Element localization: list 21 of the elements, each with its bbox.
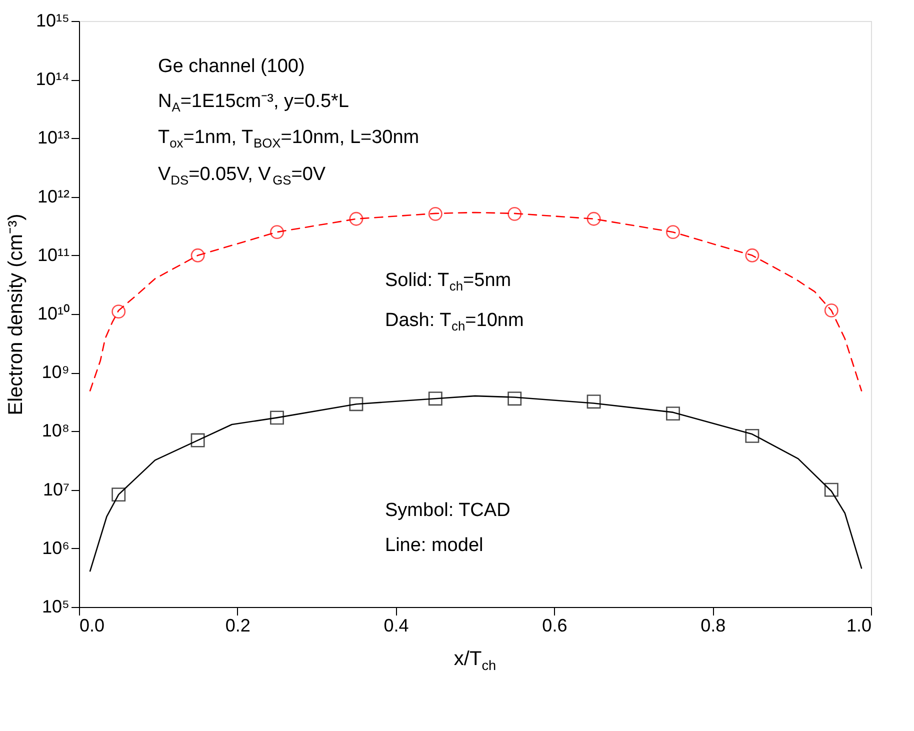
y-axis-title: Electron density (cm⁻³) [4, 214, 27, 416]
y-tick-label: 10¹⁰ [37, 304, 70, 324]
annotation: Symbol: TCAD [385, 500, 510, 521]
y-tick-label: 10¹² [37, 186, 70, 206]
annotation: Ge channel (100) [158, 56, 305, 77]
y-tick-label: 10⁶ [42, 538, 70, 558]
y-tick-label: 10⁵ [42, 596, 70, 616]
annotation: Line: model [385, 535, 484, 556]
y-tick-label: 10¹³ [37, 128, 70, 148]
y-tick-label: 10⁸ [42, 420, 70, 441]
x-tick-label: 0.8 [700, 616, 726, 636]
x-tick-label: 0.6 [542, 616, 568, 636]
y-tick-label: 10⁷ [42, 479, 70, 500]
x-tick-label: 0.2 [225, 616, 250, 636]
x-tick-label: 1.0 [846, 616, 872, 636]
y-tick-label: 10¹¹ [37, 244, 70, 265]
y-tick-label: 10¹⁵ [36, 10, 70, 30]
y-tick-label: 10⁹ [42, 362, 70, 382]
y-tick-label: 10¹⁴ [36, 69, 70, 90]
x-tick-label: 0.0 [80, 616, 105, 636]
x-tick-label: 0.4 [384, 616, 409, 636]
